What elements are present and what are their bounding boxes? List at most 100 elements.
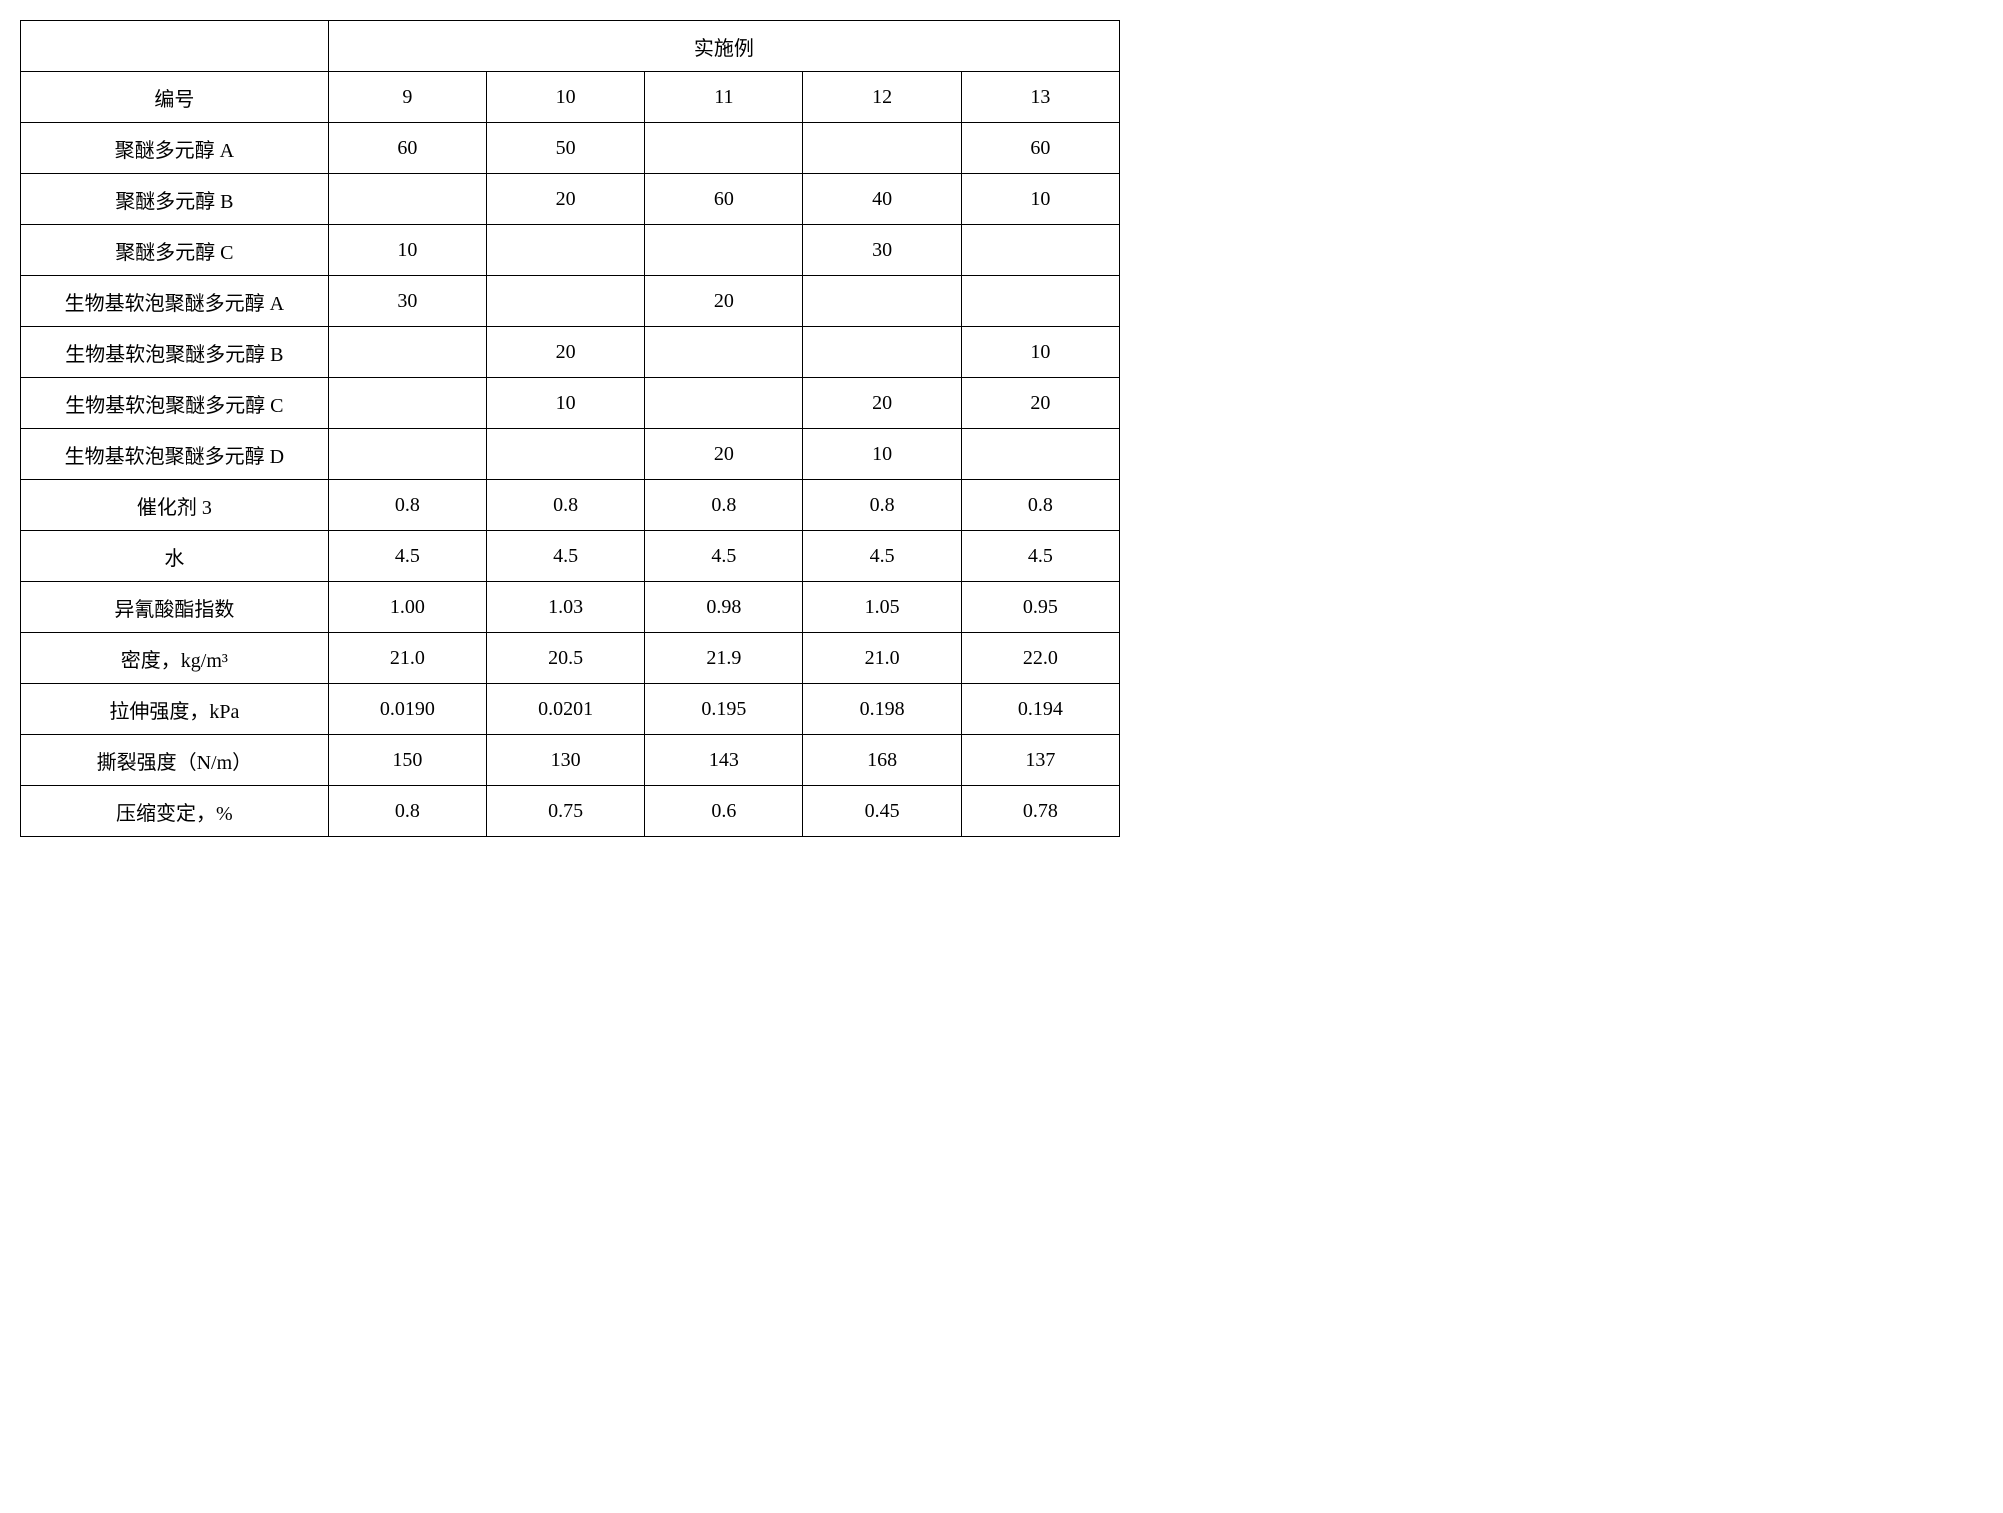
data-cell: 20: [645, 276, 803, 327]
data-cell: 0.6: [645, 786, 803, 837]
row-label: 异氰酸酯指数: [21, 582, 329, 633]
data-cell: 20: [645, 429, 803, 480]
data-cell: 60: [328, 123, 486, 174]
row-label: 生物基软泡聚醚多元醇 B: [21, 327, 329, 378]
table-row: 聚醚多元醇 B20604010: [21, 174, 1120, 225]
data-cell: 0.0201: [486, 684, 644, 735]
data-cell: 0.98: [645, 582, 803, 633]
table-row: 催化剂 30.80.80.80.80.8: [21, 480, 1120, 531]
data-cell: 10: [803, 429, 961, 480]
data-cell: 1.05: [803, 582, 961, 633]
data-cell: 10: [486, 378, 644, 429]
data-cell: [328, 327, 486, 378]
col-header: 13: [961, 72, 1119, 123]
data-cell: 4.5: [645, 531, 803, 582]
data-cell: 0.194: [961, 684, 1119, 735]
data-cell: 143: [645, 735, 803, 786]
data-cell: 168: [803, 735, 961, 786]
data-cell: 20: [961, 378, 1119, 429]
header-group-row: 实施例: [21, 21, 1120, 72]
table-row: 生物基软泡聚醚多元醇 D2010: [21, 429, 1120, 480]
data-cell: 130: [486, 735, 644, 786]
data-cell: 60: [645, 174, 803, 225]
data-cell: 4.5: [328, 531, 486, 582]
row-label: 聚醚多元醇 A: [21, 123, 329, 174]
data-cell: 0.8: [486, 480, 644, 531]
data-cell: 21.0: [328, 633, 486, 684]
data-cell: 21.0: [803, 633, 961, 684]
table-row: 水4.54.54.54.54.5: [21, 531, 1120, 582]
data-cell: [645, 123, 803, 174]
data-cell: 0.8: [803, 480, 961, 531]
data-cell: 22.0: [961, 633, 1119, 684]
row-label: 撕裂强度（N/m）: [21, 735, 329, 786]
data-cell: [803, 276, 961, 327]
data-table: 实施例 编号 9 10 11 12 13 聚醚多元醇 A605060聚醚多元醇 …: [20, 20, 1120, 837]
data-cell: 4.5: [486, 531, 644, 582]
data-cell: 0.8: [645, 480, 803, 531]
col-header: 12: [803, 72, 961, 123]
data-cell: 20: [486, 174, 644, 225]
data-cell: 10: [961, 327, 1119, 378]
data-cell: 60: [961, 123, 1119, 174]
data-cell: 0.45: [803, 786, 961, 837]
data-cell: 10: [328, 225, 486, 276]
table-row: 聚醚多元醇 C10 30: [21, 225, 1120, 276]
data-cell: 0.198: [803, 684, 961, 735]
table-row: 聚醚多元醇 A605060: [21, 123, 1120, 174]
data-cell: 30: [328, 276, 486, 327]
row-label: 密度，kg/m³: [21, 633, 329, 684]
empty-header-cell: [21, 21, 329, 72]
data-cell: 1.03: [486, 582, 644, 633]
data-cell: 150: [328, 735, 486, 786]
data-cell: [803, 327, 961, 378]
data-cell: 20: [486, 327, 644, 378]
data-cell: 4.5: [803, 531, 961, 582]
data-cell: [961, 429, 1119, 480]
data-cell: 0.0190: [328, 684, 486, 735]
data-cell: [328, 174, 486, 225]
data-cell: [645, 327, 803, 378]
data-cell: [961, 276, 1119, 327]
table-row: 生物基软泡聚醚多元醇 A30 20: [21, 276, 1120, 327]
data-cell: 0.8: [328, 786, 486, 837]
data-cell: 4.5: [961, 531, 1119, 582]
data-cell: [486, 225, 644, 276]
row-label: 生物基软泡聚醚多元醇 A: [21, 276, 329, 327]
col-header: 9: [328, 72, 486, 123]
table-row: 撕裂强度（N/m）150130143168137: [21, 735, 1120, 786]
data-cell: 20: [803, 378, 961, 429]
data-cell: [803, 123, 961, 174]
col-header: 11: [645, 72, 803, 123]
data-cell: [328, 378, 486, 429]
row-label: 拉伸强度，kPa: [21, 684, 329, 735]
data-cell: 20.5: [486, 633, 644, 684]
table-row: 压缩变定，%0.80.750.60.450.78: [21, 786, 1120, 837]
data-cell: 0.8: [328, 480, 486, 531]
data-cell: 1.00: [328, 582, 486, 633]
row-label: 催化剂 3: [21, 480, 329, 531]
row-label: 聚醚多元醇 C: [21, 225, 329, 276]
data-cell: 0.78: [961, 786, 1119, 837]
data-cell: [328, 429, 486, 480]
row-label-header: 编号: [21, 72, 329, 123]
data-cell: 0.8: [961, 480, 1119, 531]
data-cell: 40: [803, 174, 961, 225]
table-row: 拉伸强度，kPa0.01900.02010.1950.1980.194: [21, 684, 1120, 735]
data-cell: 10: [961, 174, 1119, 225]
data-cell: [486, 276, 644, 327]
table-row: 生物基软泡聚醚多元醇 B 20 10: [21, 327, 1120, 378]
row-label: 压缩变定，%: [21, 786, 329, 837]
data-cell: 0.195: [645, 684, 803, 735]
row-label: 水: [21, 531, 329, 582]
data-cell: 0.75: [486, 786, 644, 837]
column-header-row: 编号 9 10 11 12 13: [21, 72, 1120, 123]
table-row: 生物基软泡聚醚多元醇 C 10 2020: [21, 378, 1120, 429]
data-cell: 50: [486, 123, 644, 174]
table-row: 密度，kg/m³21.020.521.921.022.0: [21, 633, 1120, 684]
data-cell: [645, 378, 803, 429]
group-header-cell: 实施例: [328, 21, 1119, 72]
data-cell: [486, 429, 644, 480]
row-label: 生物基软泡聚醚多元醇 C: [21, 378, 329, 429]
data-cell: 30: [803, 225, 961, 276]
